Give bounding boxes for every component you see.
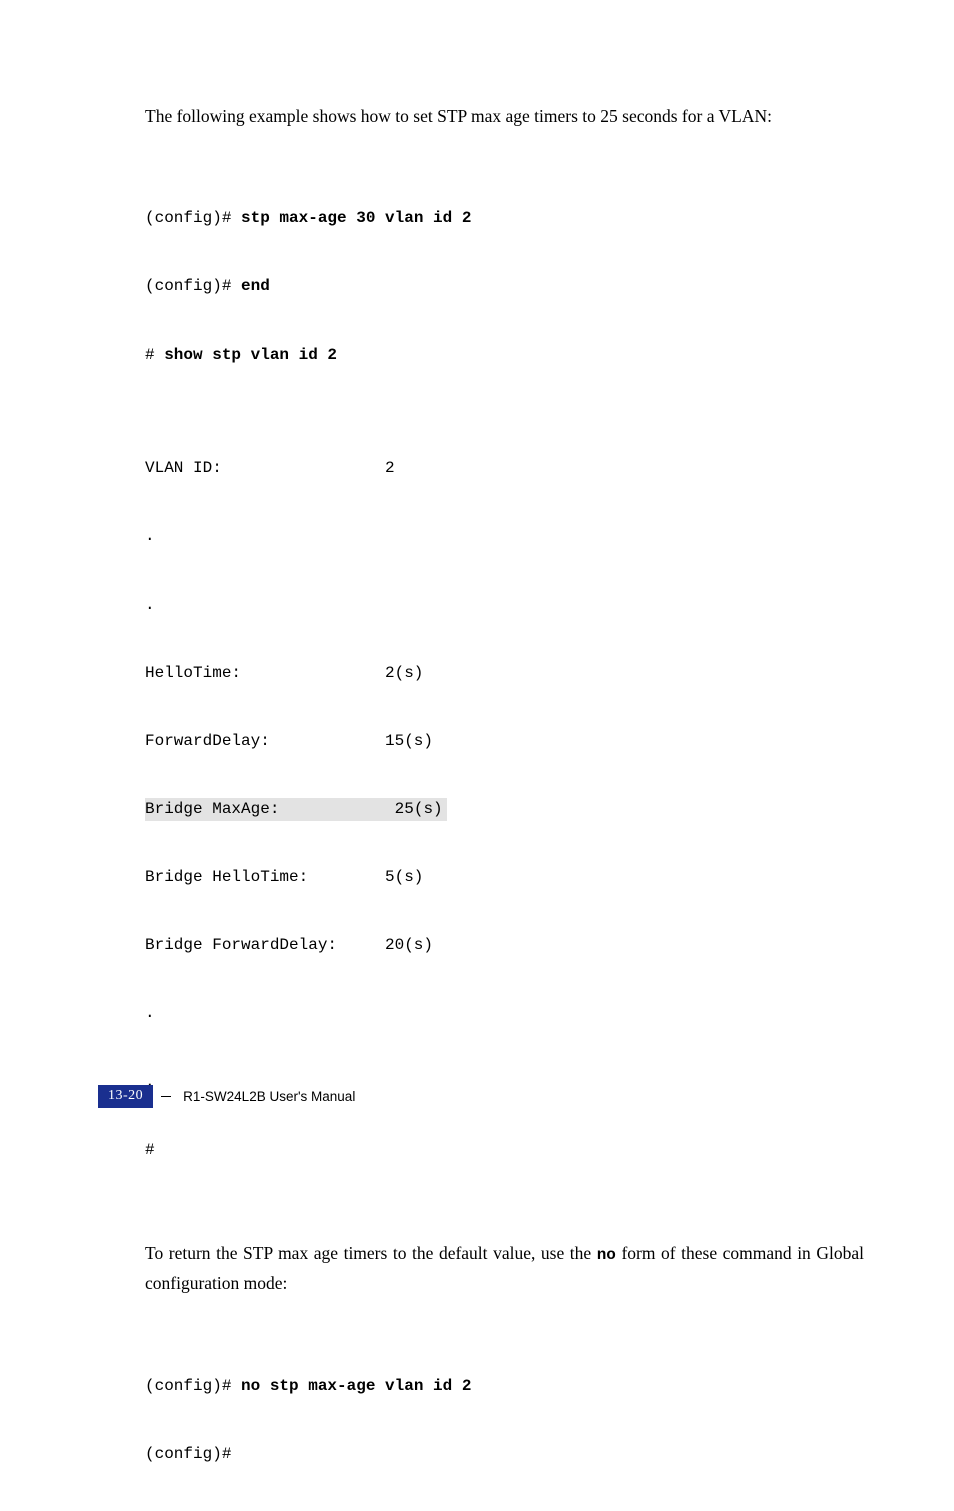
example-code-block-2: (config)# no stp max-age vlan id 2 (conf… <box>145 1329 864 1511</box>
intro-paragraph: The following example shows how to set S… <box>145 102 864 130</box>
output-label: Bridge MaxAge: <box>145 798 279 821</box>
prompt: (config)# <box>145 209 241 227</box>
cmd-line-4: (config)# no stp max-age vlan id 2 <box>145 1375 864 1398</box>
output-value: 2 <box>385 459 395 477</box>
output-value: 2(s) <box>385 664 423 682</box>
cmd-line-3: # show stp vlan id 2 <box>145 344 864 367</box>
output-label: Bridge ForwardDelay: <box>145 934 385 957</box>
page: The following example shows how to set S… <box>0 0 954 1168</box>
return-paragraph: To return the STP max age timers to the … <box>145 1239 864 1297</box>
footer-dash <box>161 1096 171 1097</box>
cmd-stp-max-age: stp max-age 30 vlan id 2 <box>241 209 471 227</box>
manual-title: R1-SW24L2B User's Manual <box>183 1089 355 1104</box>
output-label: VLAN ID: <box>145 457 385 480</box>
output-dot: . <box>145 1002 864 1025</box>
example-code-block-1: (config)# stp max-age 30 vlan id 2 (conf… <box>145 162 864 1207</box>
output-value: 25(s) <box>395 798 443 821</box>
prompt: (config)# <box>145 1377 241 1395</box>
output-label: HelloTime: <box>145 662 385 685</box>
cmd-end: end <box>241 277 270 295</box>
para2-a: To return the STP max age timers to the … <box>145 1243 597 1263</box>
output-vlan-id: VLAN ID:2 <box>145 457 864 480</box>
output-bridge-forwarddelay: Bridge ForwardDelay:20(s) <box>145 934 864 957</box>
output-value: 15(s) <box>385 732 433 750</box>
output-label: Bridge HelloTime: <box>145 866 385 889</box>
no-keyword: no <box>597 1246 616 1264</box>
prompt: (config)# <box>145 277 241 295</box>
page-footer: 13-20 R1-SW24L2B User's Manual <box>98 1085 355 1108</box>
cmd-line-5: (config)# <box>145 1443 864 1466</box>
output-dot: . <box>145 525 864 548</box>
output-value: 5(s) <box>385 868 423 886</box>
output-dot: . <box>145 594 864 617</box>
cmd-no-stp-max-age: no stp max-age vlan id 2 <box>241 1377 471 1395</box>
output-value: 20(s) <box>385 936 433 954</box>
highlight-row: Bridge MaxAge: 25(s) <box>145 798 447 821</box>
output-label: ForwardDelay: <box>145 730 385 753</box>
output-bridge-hellotime: Bridge HelloTime:5(s) <box>145 866 864 889</box>
output-bridge-maxage: Bridge MaxAge: 25(s) <box>145 798 864 821</box>
cmd-line-1: (config)# stp max-age 30 vlan id 2 <box>145 207 864 230</box>
cmd-show-stp: show stp vlan id 2 <box>164 346 337 364</box>
output-hellotime: HelloTime:2(s) <box>145 662 864 685</box>
prompt: (config)# <box>145 1445 231 1463</box>
cmd-line-2: (config)# end <box>145 275 864 298</box>
page-number-box: 13-20 <box>98 1085 153 1108</box>
pad <box>279 800 394 818</box>
output-forwarddelay: ForwardDelay:15(s) <box>145 730 864 753</box>
output-hash: # <box>145 1139 864 1162</box>
prompt: # <box>145 346 164 364</box>
